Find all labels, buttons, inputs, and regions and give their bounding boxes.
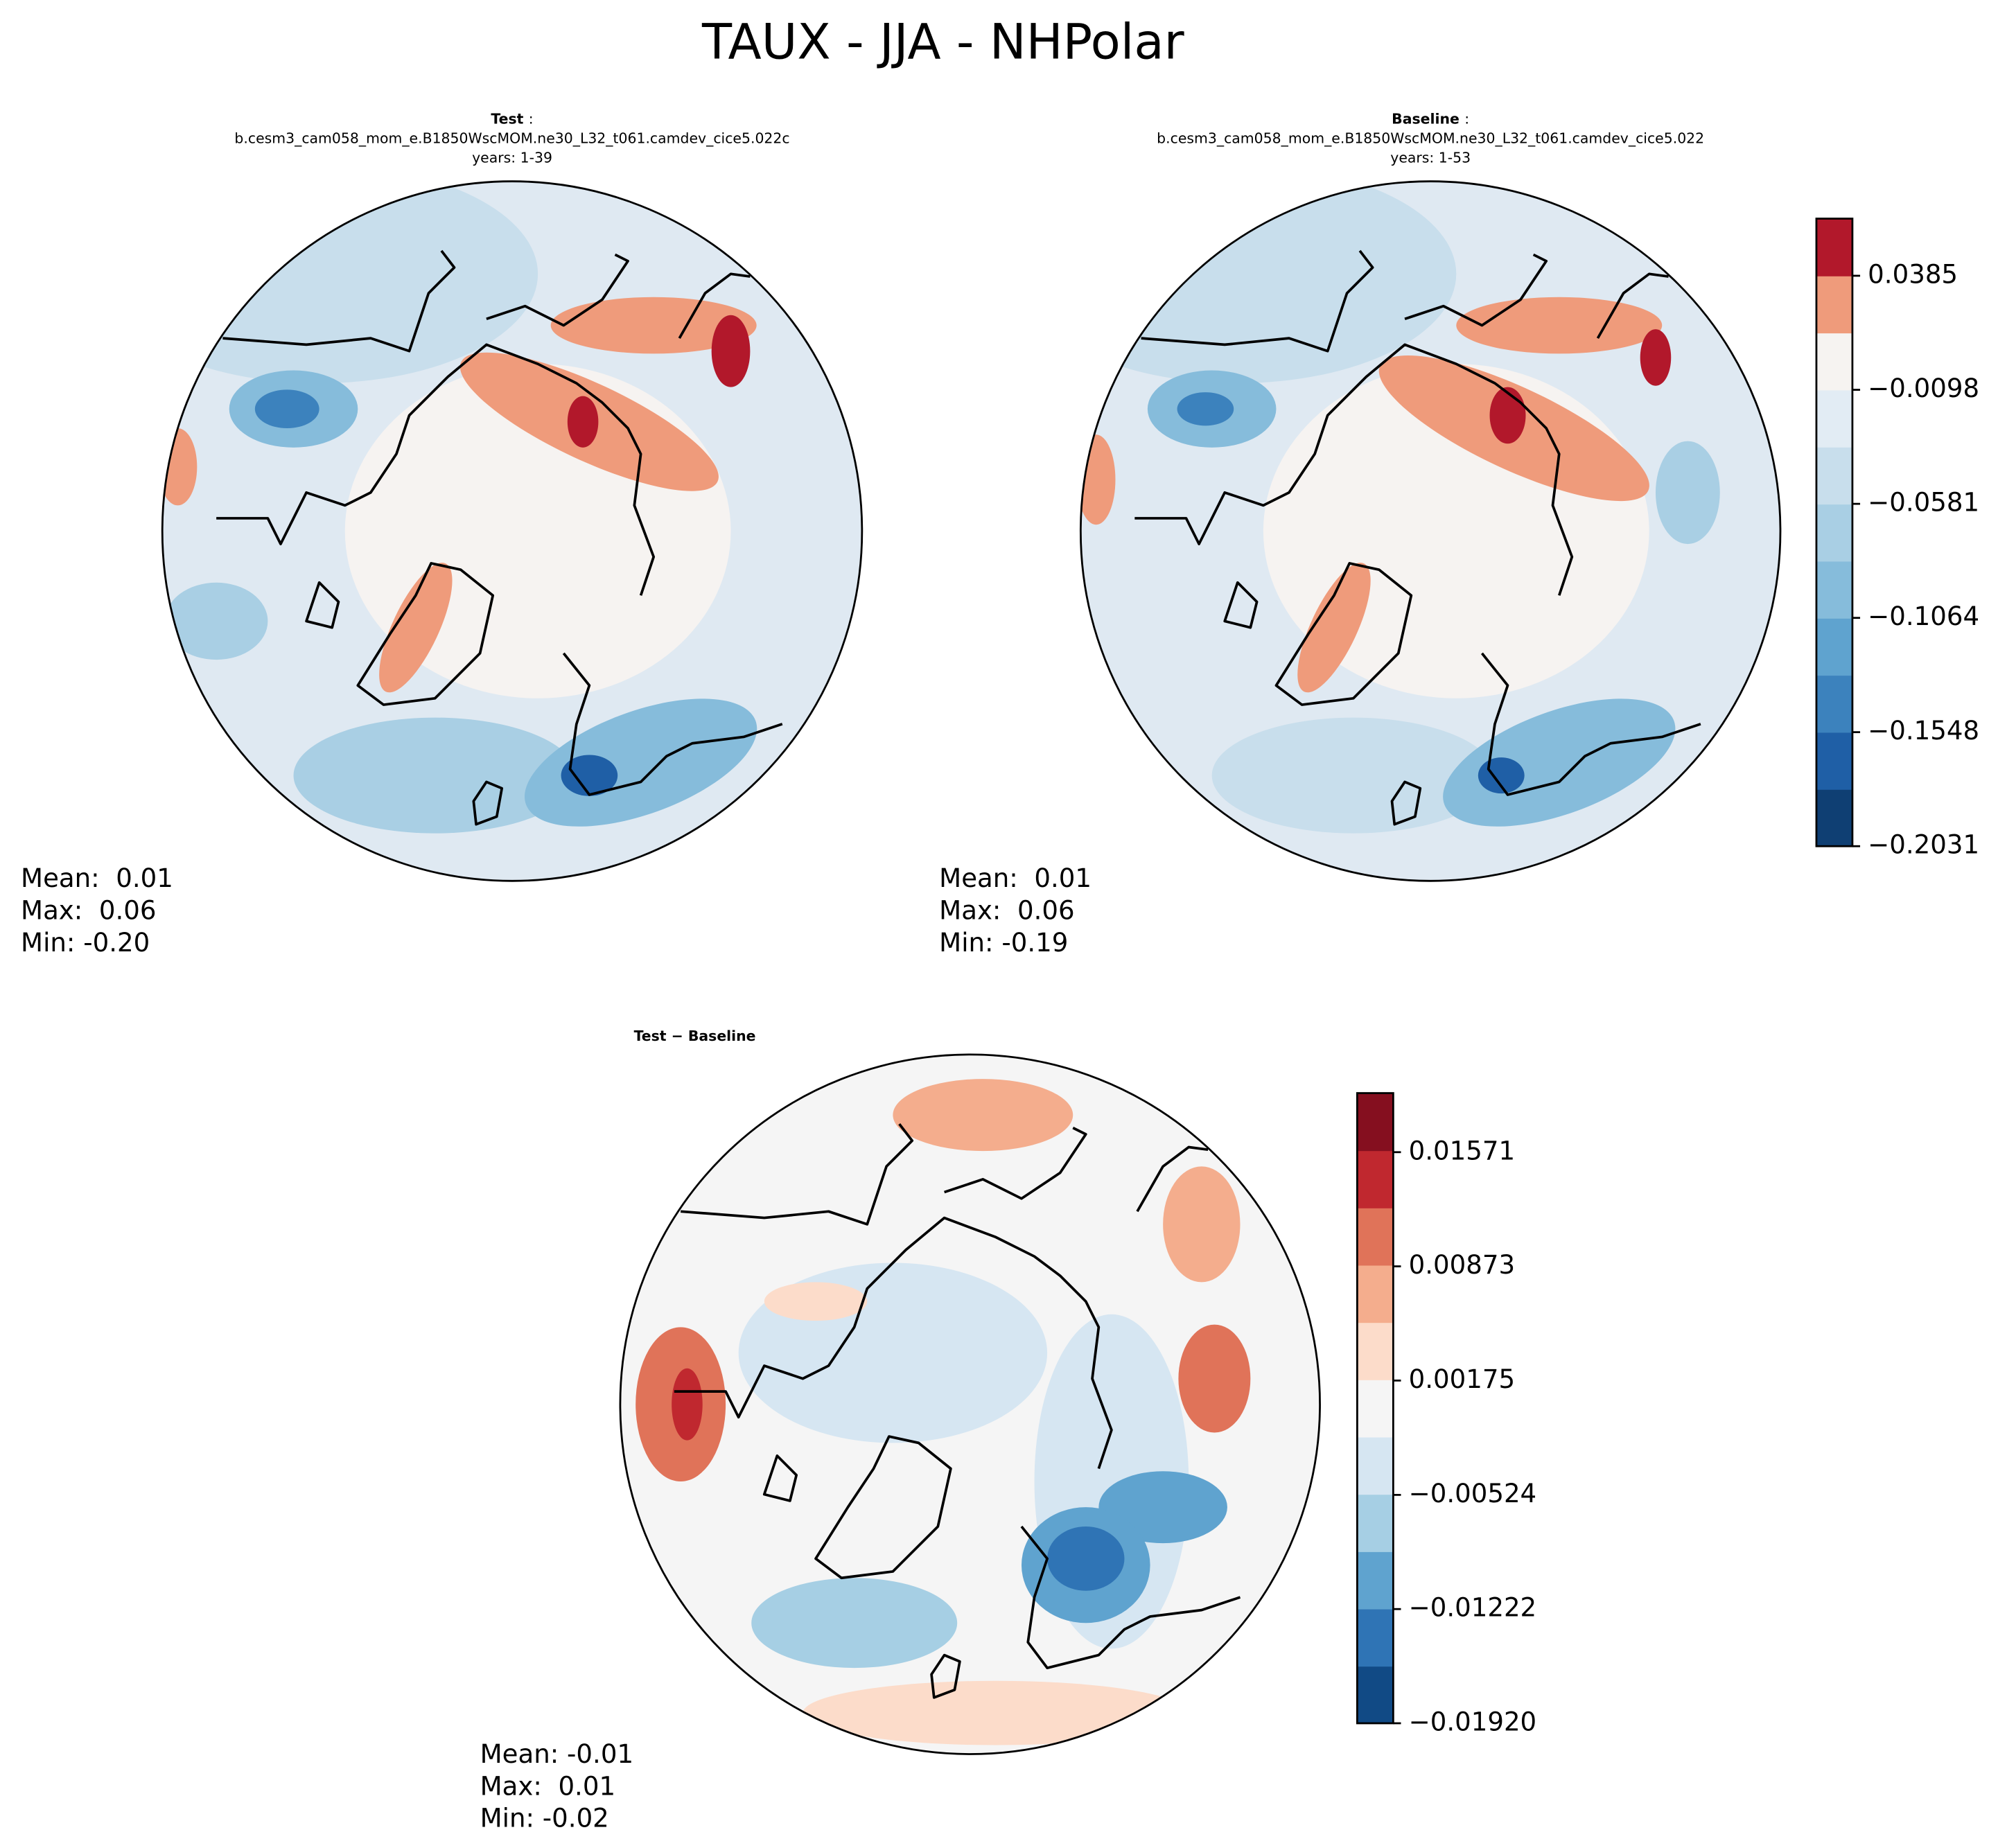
colorbar-segment (1357, 1494, 1394, 1552)
colorbar-segment (1357, 1666, 1394, 1724)
colorbar-segment (1357, 1379, 1394, 1438)
panel-separator: : (529, 111, 534, 127)
panel-case: b.cesm3_cam058_mom_e.B1850WscMOM.ne30_L3… (234, 130, 789, 146)
colorbar-segment (1816, 389, 1852, 448)
map (1079, 180, 1782, 882)
colorbar-segment (1816, 218, 1852, 276)
stat: Mean: -0.01 (480, 1739, 633, 1769)
colorbar-segment (1357, 1551, 1394, 1610)
colorbar-tick-label: −0.2031 (1868, 830, 1979, 860)
stat: Mean: 0.01 (21, 863, 173, 893)
colorbar-segment (1816, 675, 1852, 733)
stat: Min: -0.19 (939, 928, 1068, 958)
stat: Min: -0.20 (21, 928, 150, 958)
stat: Max: 0.06 (21, 895, 156, 925)
colorbar-tick-label: 0.0385 (1868, 259, 1958, 289)
colorbar-segment (1816, 789, 1852, 847)
colorbar-tick-label: 0.00175 (1409, 1364, 1515, 1394)
colorbar-tick-label: −0.0581 (1868, 488, 1979, 518)
colorbar-tick-label: −0.01920 (1409, 1707, 1537, 1736)
colorbar-frame (1815, 218, 1854, 847)
panel-years: years: 1-39 (472, 149, 552, 166)
colorbar-segment (1357, 1322, 1394, 1380)
colorbar-segment (1357, 1150, 1394, 1208)
colorbar-segment (1357, 1265, 1394, 1323)
colorbar-segment (1816, 561, 1852, 619)
colorbar-segment (1816, 333, 1852, 391)
colorbar-segment (1357, 1608, 1394, 1667)
panel-case: b.cesm3_cam058_mom_e.B1850WscMOM.ne30_L3… (1157, 130, 1704, 146)
stat: Mean: 0.01 (939, 863, 1092, 893)
colorbar-segment (1816, 617, 1852, 676)
panel-title: Test − Baseline (634, 1028, 756, 1044)
colorbar-tick-label: −0.0098 (1868, 373, 1979, 403)
map (619, 1053, 1321, 1755)
colorbar-segment (1816, 732, 1852, 790)
figure-title: TAUX - JJA - NHPolar (701, 13, 1184, 70)
panel-title: Test: (491, 111, 533, 127)
panel-label: Test (491, 111, 523, 127)
colorbar-segment (1816, 504, 1852, 562)
panel-label: Baseline (1392, 111, 1460, 127)
stat: Max: 0.06 (939, 895, 1074, 925)
map (161, 180, 864, 882)
panel-years: years: 1-53 (1390, 149, 1471, 166)
colorbar-segment (1357, 1093, 1394, 1152)
colorbar-tick-label: −0.00524 (1409, 1479, 1537, 1508)
colorbar-segment (1357, 1207, 1394, 1266)
colorbar-tick-label: 0.00873 (1409, 1250, 1515, 1280)
colorbar-tick-label: −0.1064 (1868, 601, 1979, 631)
colorbar-tick-label: −0.1548 (1868, 716, 1979, 746)
stat: Min: -0.02 (480, 1804, 609, 1833)
panel-title: Baseline: (1392, 111, 1469, 127)
colorbar-segment (1357, 1436, 1394, 1495)
colorbar-tick-label: −0.01222 (1409, 1593, 1537, 1623)
colorbar-frame (1356, 1092, 1394, 1725)
stat: Max: 0.01 (480, 1771, 615, 1801)
colorbar-tick-label: 0.01571 (1409, 1136, 1515, 1165)
colorbar-segment (1816, 275, 1852, 334)
colorbar-segment (1816, 446, 1852, 505)
panel-separator: : (1464, 111, 1469, 127)
